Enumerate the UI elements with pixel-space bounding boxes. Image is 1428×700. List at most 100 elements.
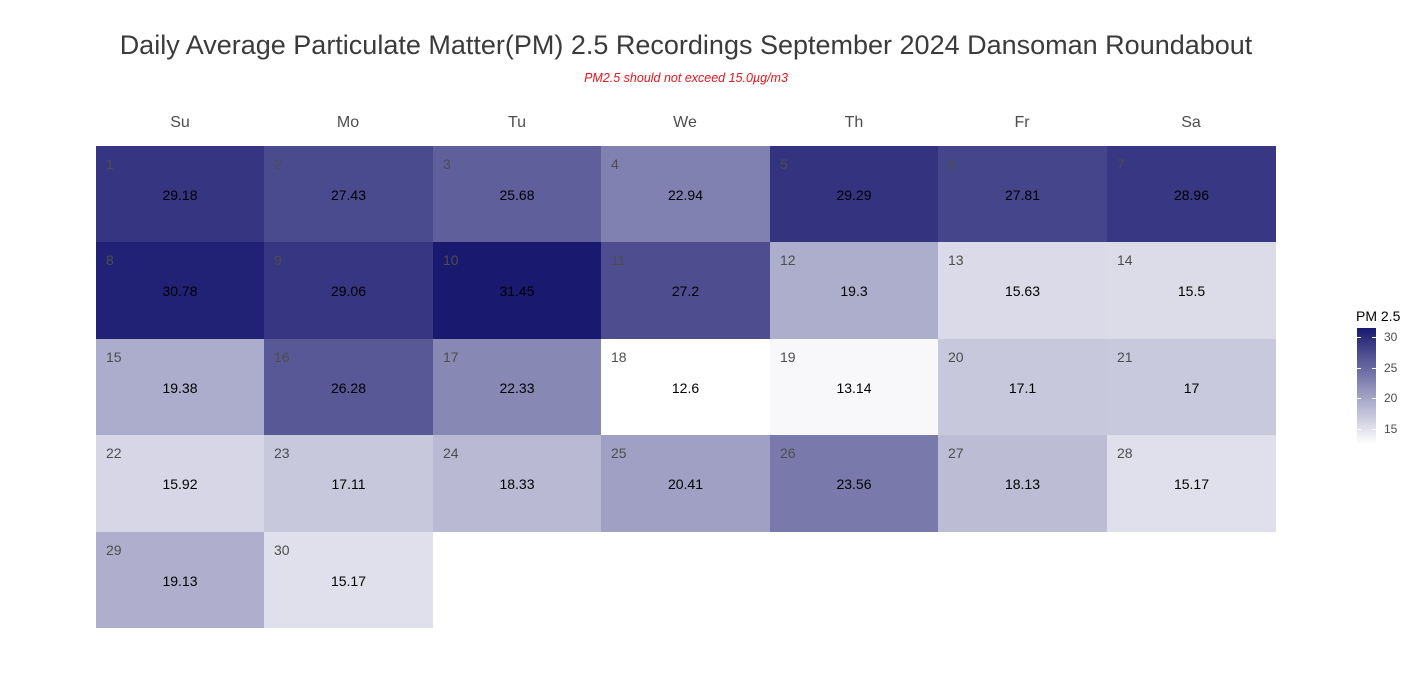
day-number: 9 <box>274 252 282 268</box>
day-number: 23 <box>274 445 290 461</box>
calendar-cell: 25 20.41 <box>601 435 770 532</box>
value-label: 29.29 <box>836 187 872 203</box>
calendar-cell: 23 17.11 <box>264 435 433 532</box>
value-label: 22.94 <box>667 187 704 203</box>
calendar-cell: 21 17 <box>1107 339 1276 435</box>
calendar-cell: 7 28.96 <box>1107 146 1276 242</box>
legend-tick-label: 20 <box>1384 391 1398 405</box>
value-label: 17.11 <box>331 476 366 492</box>
color-legend: PM 2.5 15 20 25 30 <box>1340 306 1420 446</box>
value-label: 13.14 <box>836 380 872 396</box>
value-label: 31.45 <box>499 283 535 299</box>
day-number: 1 <box>106 156 114 172</box>
calendar-cell: 14 15.5 <box>1107 242 1276 339</box>
legend-tick-label: 15 <box>1384 422 1398 436</box>
day-number: 3 <box>443 156 451 172</box>
calendar-cell: 26 23.56 <box>770 435 938 532</box>
calendar-cell: 10 31.45 <box>433 242 601 339</box>
weekday-label-mo: Mo <box>336 114 360 131</box>
day-number: 30 <box>274 542 290 558</box>
chart-subtitle: PM2.5 should not exceed 15.0µg/m3 <box>584 71 788 85</box>
calendar-cell: 28 15.17 <box>1107 435 1276 532</box>
calendar-cell: 30 15.17 <box>264 532 433 628</box>
legend-color-bar <box>1357 328 1376 444</box>
day-number: 4 <box>611 156 619 172</box>
calendar-cell: 19 13.14 <box>770 339 938 435</box>
calendar-heatmap: 1 29.18 2 27.43 3 25.68 4 22.94 5 29.29 6 27.81 7 28.… <box>96 146 1276 628</box>
calendar-cell: 29 19.13 <box>96 532 264 628</box>
day-number: 25 <box>611 445 627 461</box>
day-number: 6 <box>948 156 956 172</box>
value-label: 15.5 <box>1177 283 1206 299</box>
calendar-cell: 18 12.6 <box>601 339 770 435</box>
value-label: 23.56 <box>836 476 872 492</box>
day-number: 11 <box>611 252 626 268</box>
day-number: 22 <box>106 445 122 461</box>
legend-title: PM 2.5 <box>1356 308 1401 324</box>
value-label: 28.96 <box>1173 187 1210 203</box>
calendar-cell: 22 15.92 <box>96 435 264 532</box>
day-number: 5 <box>780 156 788 172</box>
day-number: 7 <box>1117 156 1125 172</box>
legend-tick-mark <box>1372 337 1376 338</box>
day-number: 27 <box>948 445 964 461</box>
value-label: 19.13 <box>162 573 198 589</box>
value-label: 30.78 <box>162 283 198 299</box>
value-label: 20.41 <box>667 476 704 492</box>
value-label: 12.6 <box>671 380 700 396</box>
value-label: 17.1 <box>1008 380 1037 396</box>
calendar-cell: 4 22.94 <box>601 146 770 242</box>
value-label: 15.17 <box>1173 476 1210 492</box>
weekday-header: Su Mo Tu We Th Fr Sa <box>96 114 1275 136</box>
day-number: 2 <box>274 156 282 172</box>
legend-tick-mark <box>1372 368 1376 369</box>
calendar-cell: 9 29.06 <box>264 242 433 339</box>
day-number: 17 <box>443 349 459 365</box>
value-label: 19.3 <box>840 283 868 299</box>
legend-tick-mark <box>1357 398 1361 399</box>
value-label: 22.33 <box>499 380 535 396</box>
calendar-cell: 20 17.1 <box>938 339 1107 435</box>
calendar-cell: 17 22.33 <box>433 339 601 435</box>
day-number: 10 <box>443 252 459 268</box>
day-number: 26 <box>780 445 796 461</box>
value-label: 26.28 <box>330 380 367 396</box>
day-number: 15 <box>106 349 122 365</box>
day-number: 8 <box>106 252 114 268</box>
legend-tick-mark <box>1357 337 1361 338</box>
day-number: 16 <box>274 349 290 365</box>
value-label: 19.38 <box>162 380 198 396</box>
legend-tick-mark <box>1357 429 1361 430</box>
value-label: 27.2 <box>671 283 700 299</box>
calendar-cell: 16 26.28 <box>264 339 433 435</box>
calendar-cell: 3 25.68 <box>433 146 601 242</box>
value-label: 18.33 <box>499 476 535 492</box>
calendar-cell: 24 18.33 <box>433 435 601 532</box>
value-label: 18.13 <box>1004 476 1041 492</box>
day-number: 20 <box>948 349 964 365</box>
calendar-cell: 8 30.78 <box>96 242 264 339</box>
calendar-cell: 5 29.29 <box>770 146 938 242</box>
legend-tick-label: 30 <box>1384 330 1398 344</box>
day-number: 21 <box>1117 349 1133 365</box>
legend-tick-mark <box>1372 398 1376 399</box>
day-number: 14 <box>1117 252 1133 268</box>
calendar-cell: 6 27.81 <box>938 146 1107 242</box>
calendar-cell: 2 27.43 <box>264 146 433 242</box>
day-number: 19 <box>780 349 796 365</box>
weekday-label-th: Th <box>844 114 864 131</box>
value-label: 15.17 <box>330 573 367 589</box>
value-label: 15.92 <box>162 476 198 492</box>
day-number: 24 <box>443 445 459 461</box>
calendar-cell: 11 27.2 <box>601 242 770 339</box>
legend-tick-mark <box>1357 368 1361 369</box>
day-number: 12 <box>780 252 796 268</box>
value-label: 17 <box>1183 380 1200 396</box>
calendar-cell: 27 18.13 <box>938 435 1107 532</box>
weekday-label-su: Su <box>170 114 190 131</box>
calendar-cell: 13 15.63 <box>938 242 1107 339</box>
weekday-label-tu: Tu <box>507 114 527 131</box>
value-label: 27.81 <box>1004 187 1041 203</box>
legend-tick-label: 25 <box>1384 361 1398 375</box>
legend-tick-mark <box>1372 429 1376 430</box>
